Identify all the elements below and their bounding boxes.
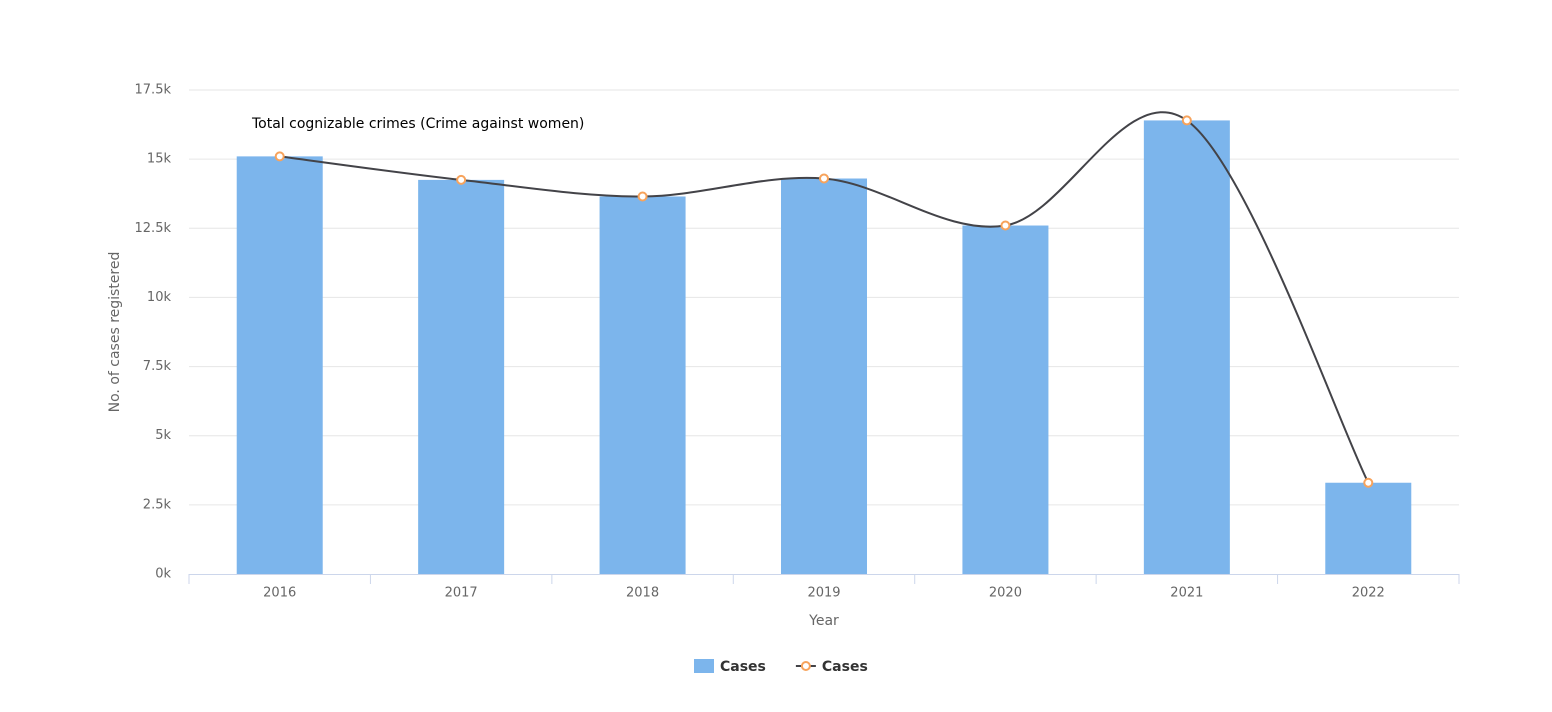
- x-tick-label: 2016: [263, 586, 296, 601]
- legend-swatch: [694, 659, 714, 673]
- y-axis-label: No. of cases registered: [107, 252, 123, 413]
- line-marker: [1363, 477, 1374, 488]
- line: [279, 111, 1370, 484]
- x-tick-label: 2022: [1352, 586, 1385, 601]
- y-tick-label: 7.5k: [143, 359, 172, 374]
- bar: [599, 196, 686, 575]
- bar: [962, 225, 1049, 574]
- x-tick-label: 2017: [445, 586, 478, 601]
- y-tick-label: 2.5k: [143, 497, 172, 512]
- x-tick-label: 2018: [626, 586, 659, 601]
- y-tick-label: 5k: [155, 428, 171, 443]
- y-tick-label: 17.5k: [135, 83, 172, 98]
- line-marker: [819, 173, 829, 184]
- chart-title: Total cognizable crimes (Crime against w…: [251, 116, 584, 132]
- x-tick-label: 2019: [807, 586, 840, 601]
- line-marker: [637, 191, 648, 202]
- legend-label[interactable]: Cases: [720, 659, 766, 675]
- line-marker: [1181, 115, 1192, 126]
- x-tick-label: 2021: [1170, 586, 1203, 601]
- bar: [236, 156, 323, 574]
- y-tick-label: 10k: [147, 290, 172, 305]
- bar: [781, 178, 867, 574]
- y-tick-label: 12.5k: [135, 221, 172, 236]
- line-marker: [1000, 220, 1011, 231]
- line-marker: [456, 174, 467, 185]
- bar: [1325, 482, 1412, 574]
- x-axis-label: Year: [808, 613, 839, 629]
- bar: [1143, 120, 1230, 575]
- x-tick-label: 2020: [989, 586, 1022, 601]
- line-marker: [274, 151, 285, 162]
- legend-swatch: [800, 661, 811, 671]
- legend-label[interactable]: Cases: [822, 659, 868, 675]
- bar: [418, 179, 505, 574]
- y-tick-label: 0k: [155, 567, 171, 582]
- y-tick-label: 15k: [147, 152, 172, 167]
